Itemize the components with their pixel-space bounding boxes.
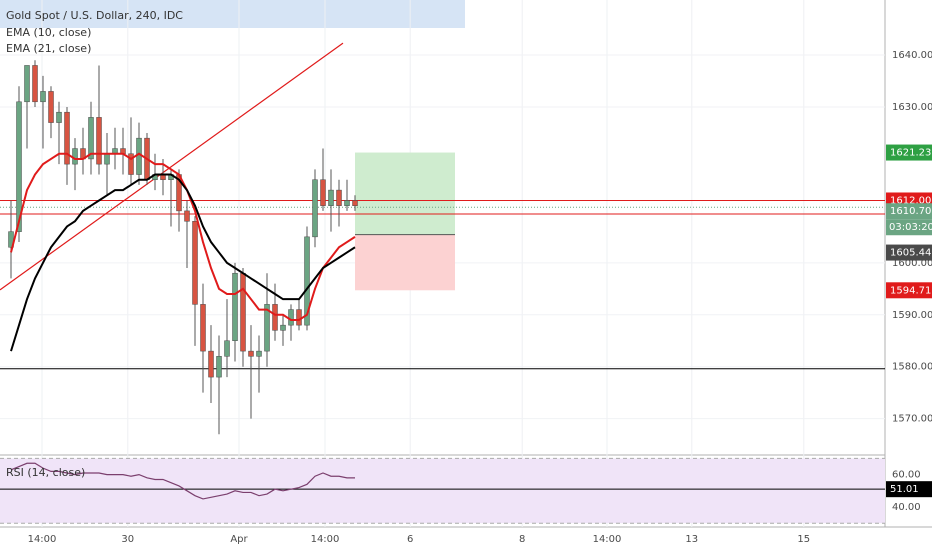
x-tick-label: 8 — [519, 534, 525, 545]
ema-line — [10, 152, 356, 321]
countdown: 03:03:20 — [889, 222, 932, 233]
rsi-level-tag-bg — [886, 481, 932, 498]
candle-body — [192, 221, 198, 305]
y-tick-label: 1640.00 — [892, 50, 932, 61]
target-zone — [355, 152, 455, 235]
y-tick-label: 1570.00 — [892, 414, 932, 425]
candle-body — [272, 304, 278, 331]
stop-zone — [355, 234, 455, 291]
target-tag: 1621.23 — [890, 148, 931, 159]
candle-body — [96, 117, 102, 165]
candle-body — [264, 304, 270, 352]
rsi-line — [10, 462, 355, 500]
x-tick-label: 6 — [407, 534, 413, 545]
candle-body — [104, 153, 110, 165]
candle-body — [328, 189, 334, 206]
candle-body — [32, 65, 38, 103]
candle-body — [336, 189, 342, 206]
trendline — [0, 42, 344, 291]
y-tick-label: 1630.00 — [892, 102, 932, 113]
target-tag-bg — [886, 144, 932, 161]
stop-tag-bg — [886, 282, 932, 299]
x-tick-label: 15 — [797, 534, 810, 545]
candle-body — [72, 148, 78, 165]
level-tag: 1612.00 — [890, 195, 931, 206]
header-bg — [0, 0, 465, 28]
y-tick-label: 1580.00 — [892, 362, 932, 373]
candle-body — [312, 179, 318, 238]
candle-body — [352, 200, 358, 206]
y-tick-label: 1590.00 — [892, 310, 932, 321]
rsi-tick-label: 60.00 — [892, 470, 921, 481]
legend-entry: EMA (21, close) — [6, 42, 91, 55]
candle-body — [344, 200, 350, 206]
candle-body — [128, 153, 134, 175]
ema-line — [10, 173, 356, 352]
entry-tag: 1605.44 — [890, 248, 931, 259]
candle-body — [56, 111, 62, 123]
candle-body — [296, 309, 302, 326]
x-tick-label: 14:00 — [28, 534, 57, 545]
axes: 14:00 30 Apr 14:00 6 8 14:00 13 15 1570.00 1580.00… — [28, 50, 932, 545]
candle-body — [240, 272, 246, 352]
chart-title: Gold Spot / U.S. Dollar, 240, IDC — [6, 9, 183, 22]
countdown-bg — [886, 219, 932, 236]
rsi-title: RSI (14, close) — [6, 466, 85, 479]
candle-body — [16, 101, 22, 232]
candle-body — [184, 210, 190, 222]
x-tick-label: Apr — [230, 534, 248, 545]
x-tick-label: 30 — [121, 534, 134, 545]
candle-body — [280, 324, 286, 331]
candle-body — [88, 117, 94, 160]
candle-body — [256, 350, 262, 357]
candle-body — [64, 111, 70, 165]
x-tick-label: 14:00 — [593, 534, 622, 545]
entry-tag-bg — [886, 244, 932, 261]
rsi-level-tag: 51.01 — [890, 484, 919, 495]
candle-body — [200, 304, 206, 352]
candle-body — [232, 272, 238, 341]
x-tick-label: 13 — [685, 534, 698, 545]
x-tick-label: 14:00 — [311, 534, 340, 545]
y-tick-label: 1600.00 — [892, 258, 932, 269]
candle-body — [216, 356, 222, 378]
last-price-tag: 1610.70 — [890, 206, 931, 217]
rsi-tick-label: 40.00 — [892, 502, 921, 513]
main-pane — [0, 42, 885, 435]
candle-body — [320, 179, 326, 206]
rsi-pane — [0, 457, 885, 524]
candle-body — [304, 236, 310, 326]
rsi-band — [0, 458, 885, 524]
candle-body — [288, 309, 294, 326]
candle-body — [248, 350, 254, 357]
candle-body — [136, 137, 142, 175]
candle-body — [208, 350, 214, 378]
candle-body — [48, 91, 54, 123]
candle-body — [224, 340, 230, 357]
legend-entry: EMA (10, close) — [6, 26, 91, 39]
candle-body — [24, 65, 30, 103]
stop-tag: 1594.71 — [890, 285, 931, 296]
candle-body — [40, 91, 46, 103]
last-price-tag-bg — [886, 203, 932, 220]
